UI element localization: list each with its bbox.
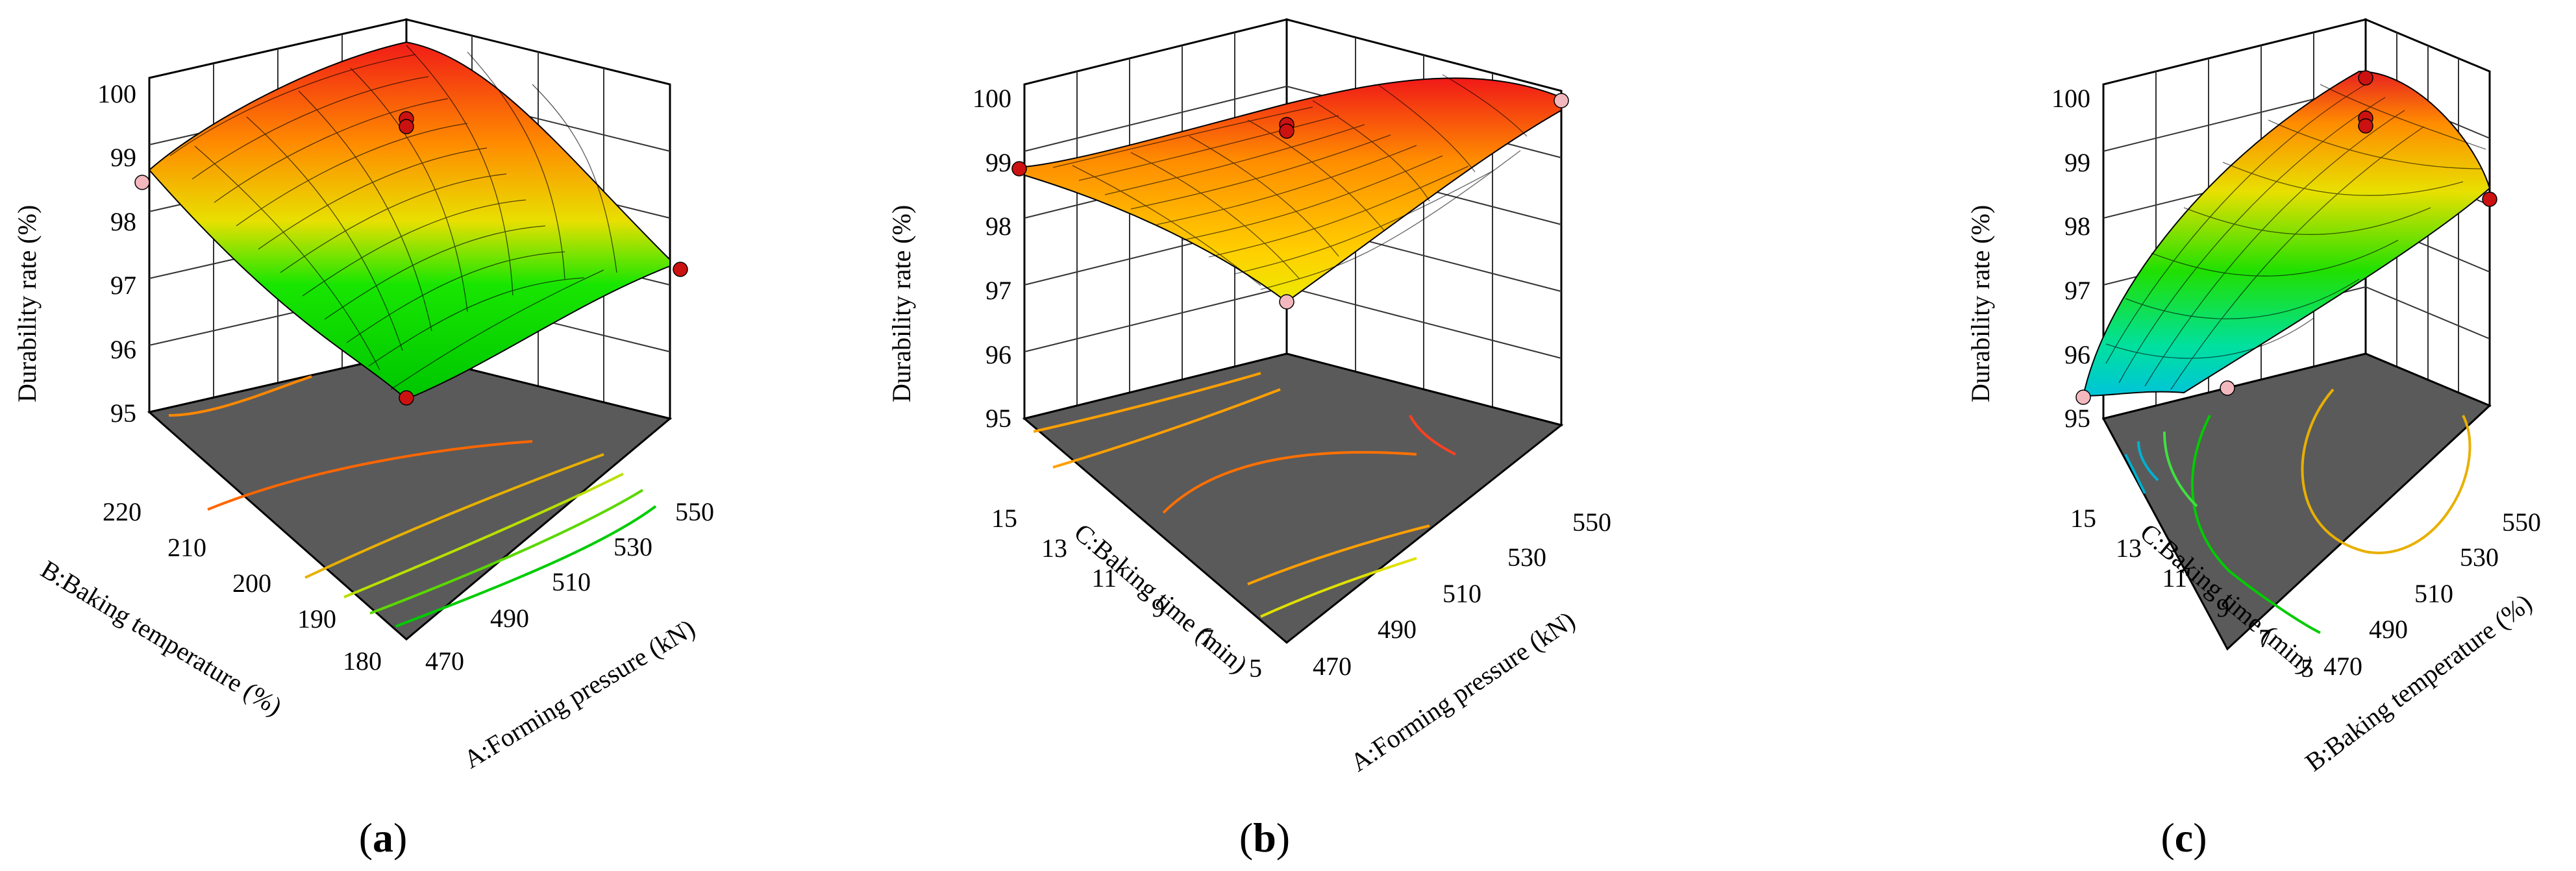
chart-b: 100 99 98 97 96 95 Durability rate (%) 1… [887,18,1611,861]
z-tick: 97 [985,276,1011,305]
y-tick: 15 [991,504,1017,533]
contour-lines-b [1033,372,1456,618]
contour-lines-c [2124,388,2471,634]
z-tick: 98 [985,212,1011,241]
y-tick: 9 [1152,593,1165,622]
z-axis-label: Durability rate (%) [12,205,42,402]
x-tick: 530 [1507,543,1546,572]
chart-a: 100 99 98 97 96 95 Durability rate (%) 2… [12,18,714,861]
x-tick: 490 [2369,615,2408,644]
panel-caption: (a) [359,815,408,861]
x-tick: 550 [675,497,714,526]
z-tick: 95 [110,399,136,428]
x-tick: 470 [425,646,464,676]
x-axis-label: B:Baking temperature (%) [2299,588,2537,777]
panel-caption: (b) [1239,815,1290,861]
design-point [399,119,414,134]
y-tick: 220 [103,497,142,526]
y-tick: 190 [297,604,336,633]
x-tick: 470 [2323,652,2362,681]
design-point [1279,294,1294,310]
y-tick: 5 [1249,654,1262,683]
z-tick: 96 [2064,340,2090,369]
design-point [2075,389,2091,405]
design-point [2220,380,2235,396]
x-tick: 510 [552,567,591,596]
panel-caption: (c) [2161,815,2207,861]
z-tick: 99 [985,148,1011,177]
y-tick: 13 [1041,534,1067,563]
z-tick: 99 [110,143,136,172]
design-point [1279,123,1294,139]
x-tick: 510 [2414,579,2453,608]
z-axis-label: Durability rate (%) [1966,205,1995,402]
z-tick: 100 [2051,84,2090,113]
y-tick: 7 [2259,624,2272,653]
x-tick: 530 [2460,543,2499,572]
x-tick: 550 [2502,508,2541,537]
panel-a: 100 99 98 97 96 95 Durability rate (%) 2… [0,0,858,871]
y-tick: 200 [232,569,271,598]
y-tick: 13 [2116,534,2142,563]
design-point [134,175,150,190]
design-point [2482,191,2497,207]
design-point [2358,118,2373,134]
y-tick: 11 [1091,563,1117,593]
z-axis-label: Durability rate (%) [887,205,916,402]
design-point [1554,93,1569,108]
design-point [2358,70,2373,86]
z-tick: 96 [110,335,136,364]
z-tick: 100 [97,79,136,108]
z-tick: 98 [110,207,136,236]
z-tick: 97 [2064,276,2090,305]
z-tick: 95 [985,404,1011,433]
z-tick: 99 [2064,148,2090,177]
x-tick: 530 [613,532,652,561]
design-point [673,262,688,277]
x-axis-label: A:Forming pressure (kN) [458,613,700,774]
y-tick: 7 [1201,624,1214,653]
panel-b: 100 99 98 97 96 95 Durability rate (%) 1… [858,0,1716,871]
z-tick: 96 [985,340,1011,369]
y-tick: 180 [343,646,382,676]
design-point [399,390,414,406]
z-tick: 98 [2064,212,2090,241]
x-tick: 490 [490,604,529,633]
chart-c: 100 99 98 97 96 95 Durability rate (%) 1… [1966,18,2541,861]
y-tick: 5 [2301,654,2314,683]
y-tick: 210 [167,533,206,562]
x-tick: 470 [1313,652,1352,681]
z-tick: 97 [110,271,136,300]
x-tick: 550 [1572,508,1611,537]
x-tick: 490 [1378,615,1417,644]
floor-contour-plane-b [1022,352,1564,644]
x-tick: 510 [1443,579,1481,608]
design-points-c [2075,70,2497,405]
y-tick: 11 [2162,563,2187,593]
response-surface-a [148,41,671,400]
design-points-a [134,111,688,406]
design-points-b [1011,93,1569,310]
z-tick: 95 [2064,404,2090,433]
design-point [1011,161,1027,177]
y-tick: 15 [2070,504,2096,533]
contour-lines-a [168,375,657,628]
floor-contour-plane-c [2101,352,2492,651]
floor-contour-plane-a [147,352,673,641]
y-tick: 9 [2216,593,2229,622]
z-tick: 100 [972,84,1011,113]
panel-c: 100 99 98 97 96 95 Durability rate (%) 1… [1716,0,2575,871]
